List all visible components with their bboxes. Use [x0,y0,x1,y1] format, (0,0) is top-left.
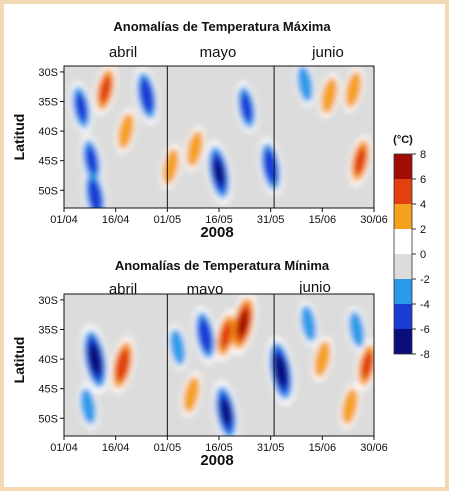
month-label-junio-max: junio [311,44,344,61]
anomaly-level [88,343,102,376]
anomaly-level [314,340,331,378]
colorbar-tick-label: -8 [420,349,430,361]
figure-canvas: Anomalías de Temperatura Máxima abril ma… [11,19,430,469]
anomaly-level [274,354,288,387]
x-axis-label-min: 2008 [200,452,233,469]
colorbar-swatch [394,229,412,254]
colorbar-tick-label: -4 [420,299,430,311]
x-tick-label: 30/06 [360,442,388,454]
anomaly-level [162,148,180,186]
y-tick-label: 30S [38,295,58,307]
x-tick-label: 16/05 [205,442,233,454]
y-tick-label: 45S [38,156,58,168]
y-ticks-max: 30S 35S 40S 45S 50S [38,67,64,197]
anomaly-level [300,305,317,343]
anomaly-level [297,66,314,103]
anomaly-level [186,130,204,168]
x-tick-label: 31/05 [257,442,285,454]
anomaly-level [75,93,88,122]
x-tick-label: 01/05 [154,442,182,454]
colorbar-swatch [394,304,412,329]
x-tick-label: 01/05 [154,214,182,226]
month-label-junio-min: junio [298,279,331,296]
anomaly-level [85,146,98,175]
anomaly-level [99,75,112,104]
x-ticks-min: 01/04 16/04 01/05 16/05 31/05 15/06 30/06 [50,436,388,454]
y-tick-label: 40S [38,354,58,366]
colorbar-tick-label: -2 [420,274,430,286]
x-tick-label: 15/06 [309,442,337,454]
colorbar-swatches [394,154,412,354]
x-tick-label: 16/05 [205,214,233,226]
anomaly-fields [69,66,372,208]
month-label-mayo-max: mayo [200,44,237,61]
colorbar-swatch [394,204,412,229]
y-ticks-min: 30S 35S 40S 45S 50S [38,295,64,425]
colorbar-swatch [394,179,412,204]
anomaly-level [320,77,338,115]
y-tick-label: 45S [38,384,58,396]
colorbar-unit-label: (°C) [393,134,413,146]
anomaly-level [341,387,359,425]
x-tick-label: 31/05 [257,214,285,226]
anomaly-fields [77,294,374,436]
anomaly-level [213,159,225,186]
x-axis-label-max: 2008 [200,224,233,241]
anomaly-level [139,78,154,113]
y-tick-label: 30S [38,67,58,79]
x-tick-label: 01/04 [50,214,78,226]
y-tick-label: 40S [38,126,58,138]
colorbar-swatch [394,154,412,179]
colorbar-swatch [394,254,412,279]
x-tick-label: 01/04 [50,442,78,454]
anomaly-level [88,179,102,208]
anomaly-level [237,310,249,337]
colorbar-ticks: 8 6 4 2 0 -2 -4 -6 -8 [412,149,430,361]
anomaly-level [220,399,232,426]
heatmap-plot-max [64,66,374,208]
colorbar-swatch [394,279,412,304]
anomaly-level [117,112,135,150]
anomaly-level [240,93,253,122]
colorbar-tick-label: 6 [420,174,426,186]
month-label-abril-max: abril [109,44,137,61]
y-tick-label: 50S [38,185,58,197]
colorbar-tick-label: 2 [420,224,426,236]
anomaly-level [80,387,97,425]
chart-title-min: Anomalías de Temperatura Mínima [115,258,330,273]
panel-min: Anomalías de Temperatura Mínima abril ma… [11,258,388,469]
x-tick-label: 16/04 [102,214,130,226]
colorbar-tick-label: 8 [420,149,426,161]
x-ticks-max: 01/04 16/04 01/05 16/05 31/05 15/06 30/06 [50,208,388,226]
anomaly-level [219,321,233,350]
anomaly-level [115,348,130,382]
y-tick-label: 35S [38,97,58,109]
anomaly-level [345,71,362,109]
x-tick-label: 15/06 [309,214,337,226]
colorbar-tick-label: 4 [420,199,426,211]
colorbar: (°C) 8 6 4 2 0 -2 -4 -6 -8 [393,134,430,361]
x-tick-label: 16/04 [102,442,130,454]
anomaly-level [169,328,186,366]
heatmap-plot-min [64,294,374,436]
anomaly-level [354,146,367,175]
x-tick-label: 30/06 [360,214,388,226]
panel-max: Anomalías de Temperatura Máxima abril ma… [11,19,388,241]
anomaly-level [183,376,200,414]
y-axis-label-min: Latitud [11,337,27,384]
y-tick-label: 50S [38,413,58,425]
anomaly-level [360,350,374,380]
colorbar-tick-label: -6 [420,324,430,336]
chart-title-max: Anomalías de Temperatura Máxima [113,19,331,34]
colorbar-swatch [394,329,412,354]
anomaly-level [348,310,365,349]
colorbar-tick-label: 0 [420,249,426,261]
y-axis-label-max: Latitud [11,114,27,161]
y-tick-label: 35S [38,325,58,337]
anomaly-level [198,318,213,353]
